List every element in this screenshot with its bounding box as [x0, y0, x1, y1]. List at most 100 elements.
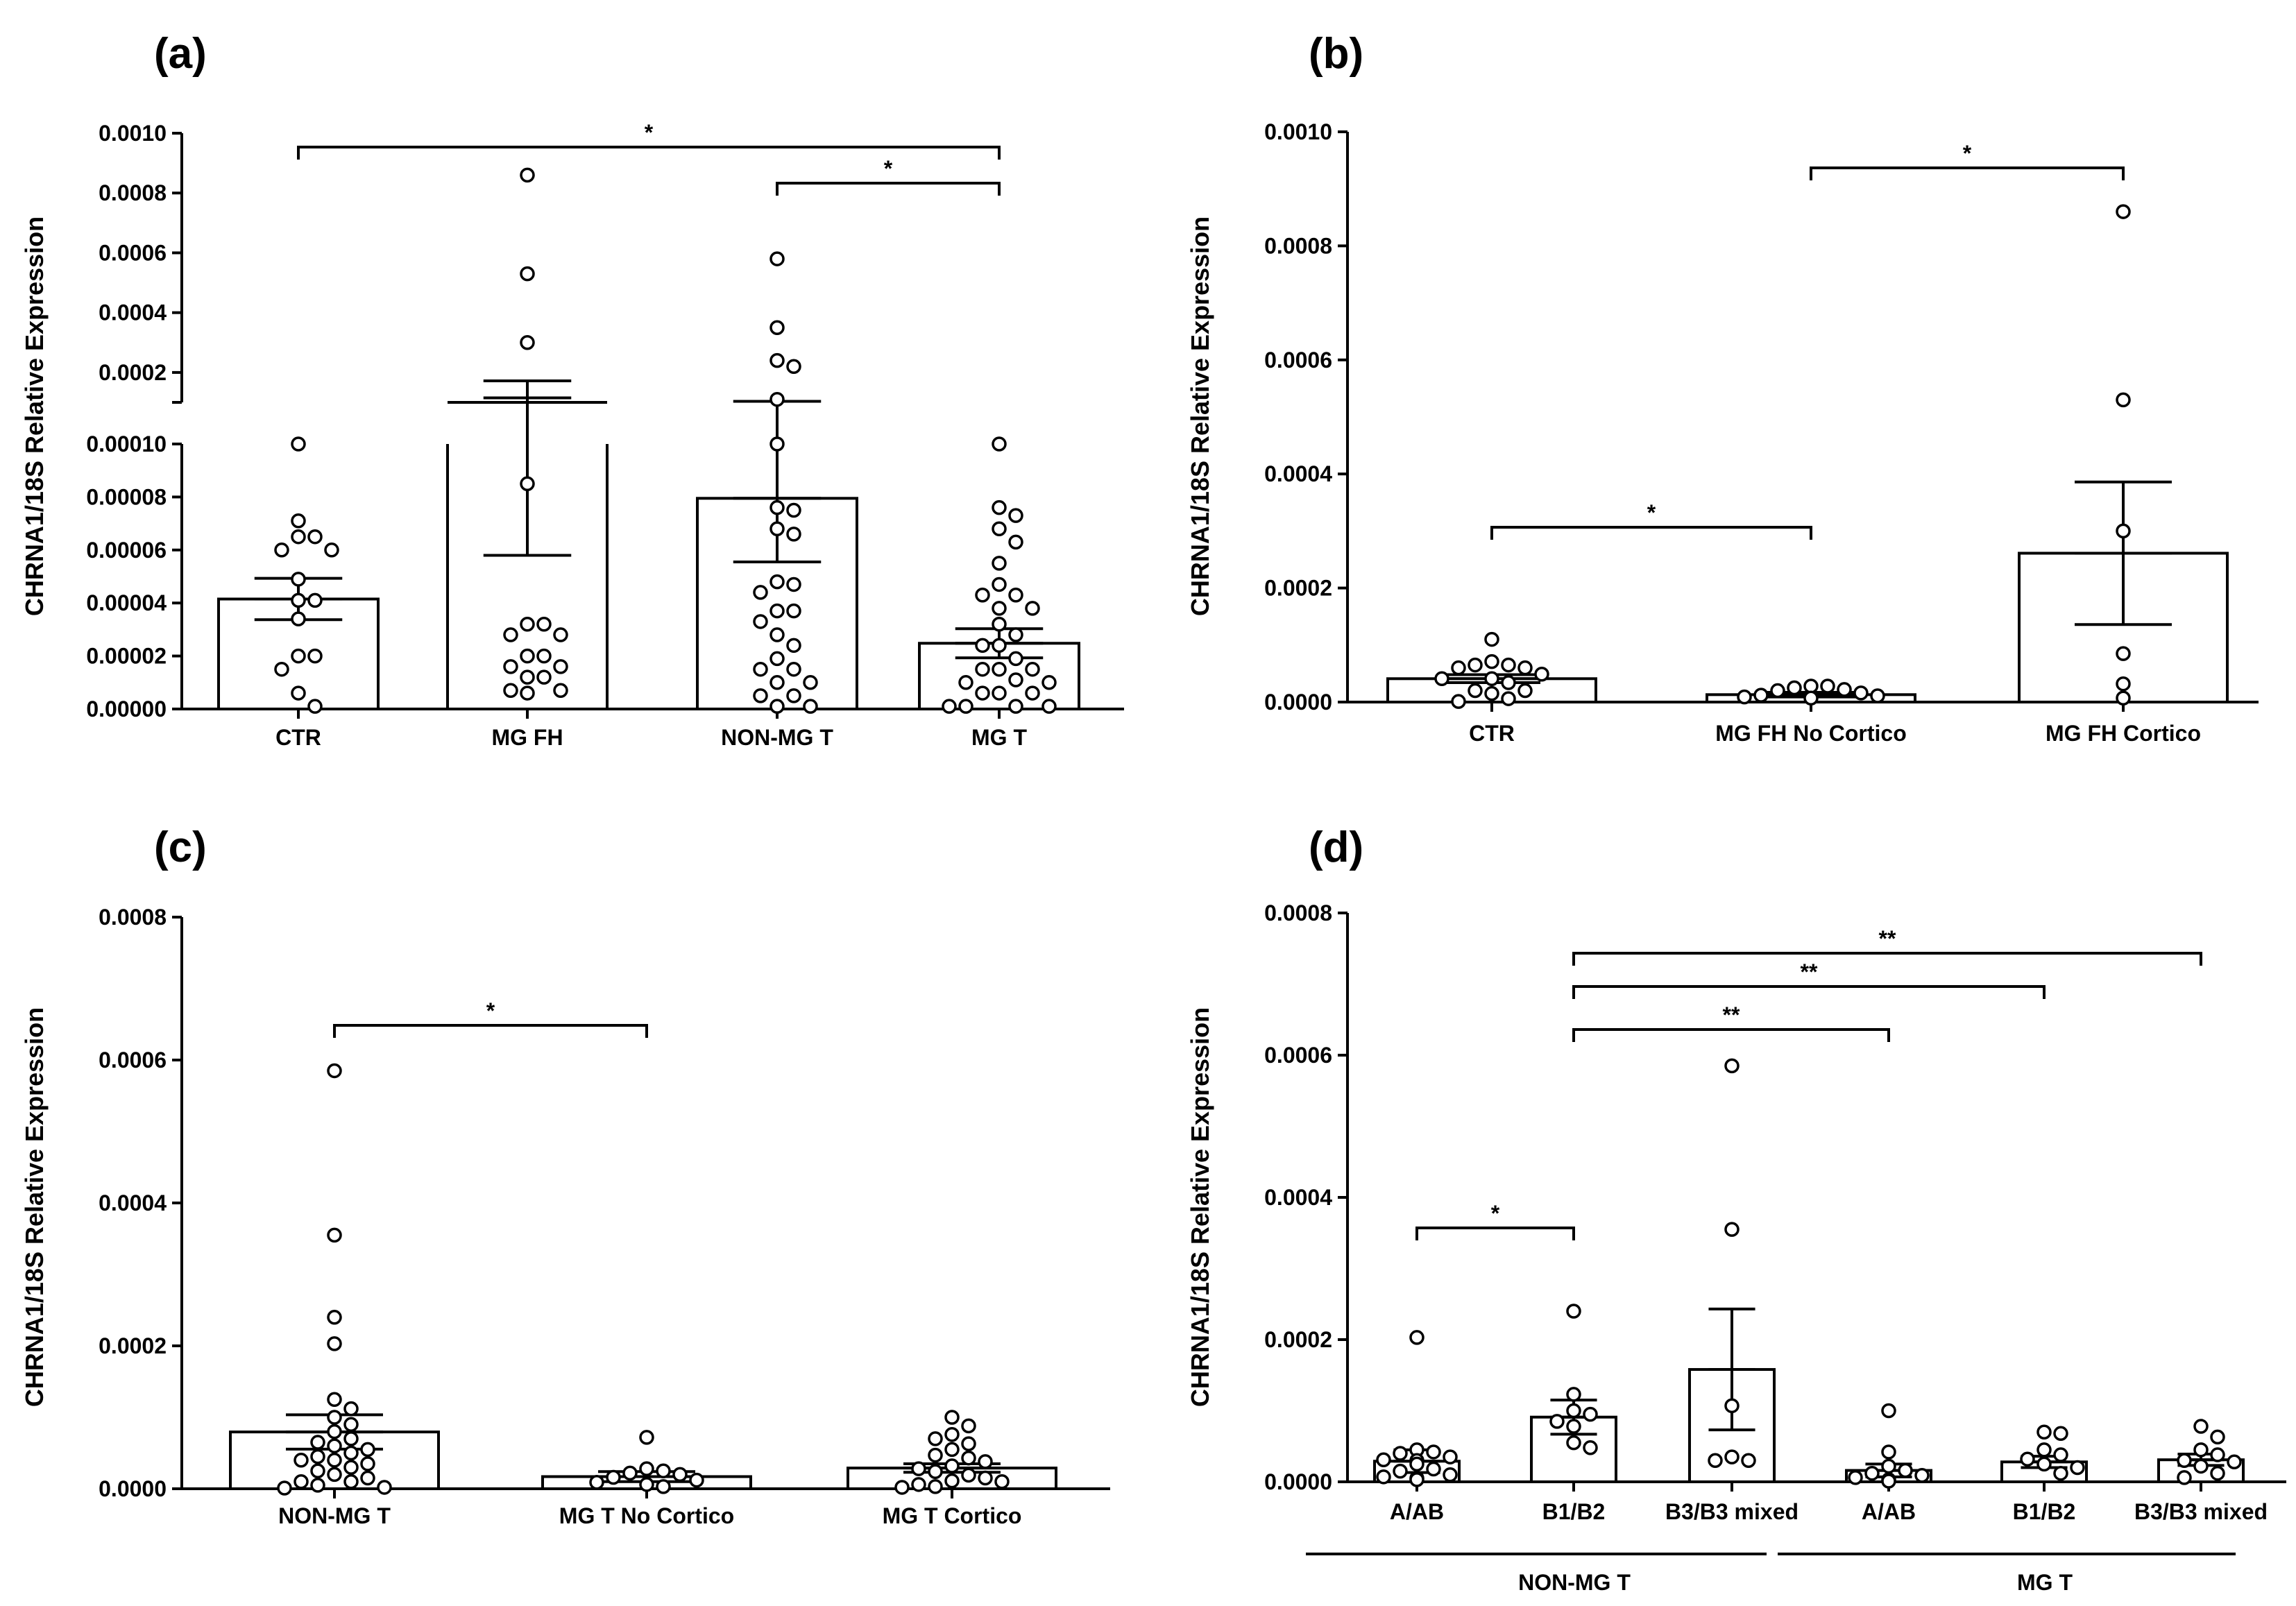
significance-bracket: [297, 146, 1001, 160]
y-tick-label: 0.0004: [1264, 1185, 1332, 1210]
data-point: [310, 1435, 325, 1450]
data-point: [503, 627, 518, 642]
data-point: [769, 251, 785, 266]
data-point: [1443, 1467, 1458, 1483]
category-label: MG T: [971, 725, 1027, 750]
data-point: [1848, 1470, 1863, 1485]
data-point: [639, 1477, 654, 1492]
data-point: [274, 543, 289, 558]
data-point: [294, 1473, 309, 1489]
data-point: [1914, 1468, 1930, 1483]
data-point: [606, 1469, 621, 1485]
data-point: [786, 661, 801, 677]
data-point: [327, 1310, 342, 1325]
data-point: [553, 683, 568, 699]
data-point: [1041, 699, 1057, 714]
data-point: [327, 1063, 342, 1079]
data-point: [753, 585, 768, 600]
data-point: [1468, 657, 1483, 673]
data-point: [1393, 1446, 1408, 1461]
data-point: [803, 699, 818, 714]
data-point: [1025, 661, 1040, 677]
data-point: [343, 1431, 359, 1446]
category-label: MG FH No Cortico: [1715, 721, 1907, 746]
data-point: [769, 627, 785, 642]
data-point: [1787, 680, 1802, 696]
data-point: [769, 675, 785, 690]
y-tick-label: 0.00010: [86, 432, 167, 456]
data-point: [307, 529, 323, 545]
data-point: [928, 1464, 943, 1480]
significance-label: **: [1879, 926, 1896, 951]
data-point: [1443, 1449, 1458, 1464]
data-point: [291, 529, 306, 545]
panel-c: (c) CHRNA1/18S Relative Expression 0.000…: [20, 823, 1110, 1528]
data-point: [1426, 1444, 1441, 1460]
data-point: [992, 436, 1007, 452]
data-point: [2116, 204, 2131, 219]
data-point: [327, 1227, 342, 1243]
data-point: [1376, 1452, 1391, 1467]
data-point: [639, 1430, 654, 1445]
data-point: [942, 699, 957, 714]
data-point: [1741, 1453, 1756, 1468]
data-point: [1484, 671, 1499, 687]
group-label: MG T: [2017, 1570, 2073, 1595]
data-point: [377, 1480, 392, 1495]
bar-lower: [446, 444, 609, 709]
y-tick-label: 0.0006: [1264, 1043, 1332, 1068]
significance-bracket: [1490, 526, 1812, 540]
data-point: [1409, 1472, 1425, 1487]
data-point: [291, 513, 306, 529]
data-point: [343, 1460, 359, 1475]
y-tick-label: 0.0006: [99, 240, 167, 265]
data-point: [2210, 1429, 2225, 1445]
data-point: [786, 576, 801, 592]
data-point: [360, 1470, 375, 1486]
y-tick-label: 0.0002: [1264, 1327, 1332, 1352]
data-point: [944, 1473, 960, 1489]
data-point: [961, 1436, 976, 1451]
y-tick-label: 0.0004: [99, 300, 167, 325]
data-point: [1501, 675, 1516, 690]
y-tick-label: 0.0008: [99, 905, 167, 930]
data-point: [1409, 1330, 1425, 1345]
y-tick-label: 0.0000: [1264, 1469, 1332, 1494]
data-point: [1025, 601, 1040, 616]
data-point: [2116, 690, 2131, 706]
category-label: B1/B2: [1542, 1499, 1606, 1524]
data-point: [343, 1473, 359, 1489]
data-point: [1898, 1462, 1913, 1478]
data-point: [1770, 683, 1785, 699]
data-point: [978, 1470, 993, 1486]
data-point: [1008, 699, 1023, 714]
panel-b: (b) CHRNA1/18S Relative Expression 0.000…: [1186, 30, 2259, 746]
data-point: [2227, 1454, 2242, 1470]
significance-label: *: [645, 120, 654, 145]
data-point: [520, 476, 535, 492]
data-point: [975, 587, 990, 603]
data-point: [992, 638, 1007, 653]
data-point: [520, 167, 535, 183]
data-point: [1870, 688, 1885, 703]
data-point: [769, 521, 785, 536]
data-point: [2020, 1451, 2035, 1467]
data-point: [786, 502, 801, 518]
category-label: B3/B3 mixed: [1665, 1499, 1798, 1524]
category-label: MG FH Cortico: [2046, 721, 2201, 746]
y-tick-label: 0.0000: [1264, 690, 1332, 715]
data-point: [994, 1473, 1010, 1489]
y-tick-label: 0.0008: [99, 180, 167, 205]
data-point: [327, 1453, 342, 1468]
data-point: [291, 685, 306, 701]
category-label: MG T Cortico: [883, 1503, 1022, 1528]
data-point: [291, 436, 306, 452]
data-point: [2036, 1424, 2052, 1440]
data-point: [944, 1442, 960, 1458]
data-point: [992, 521, 1007, 536]
data-point: [639, 1461, 654, 1476]
data-point: [589, 1474, 604, 1490]
y-tick-label: 0.00006: [86, 538, 167, 563]
data-point: [2053, 1465, 2068, 1481]
data-point: [553, 627, 568, 642]
